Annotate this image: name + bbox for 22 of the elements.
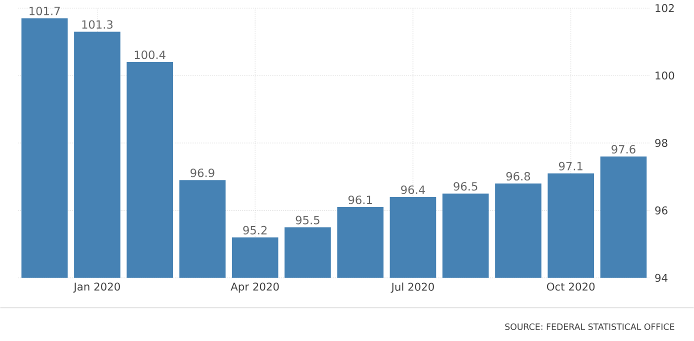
data-label: 96.5 <box>454 182 478 191</box>
x-tick-label: Apr 2020 <box>230 282 279 293</box>
x-tick-label: Jul 2020 <box>390 282 434 293</box>
y-tick-label: 102 <box>656 4 674 12</box>
data-label: 97.1 <box>558 162 582 171</box>
data-label: 96.4 <box>401 186 425 194</box>
x-tick-label: Oct 2020 <box>546 282 595 291</box>
data-label: 97.6 <box>612 145 636 154</box>
data-label: 96.9 <box>190 168 214 178</box>
data-label: 95.2 <box>243 226 267 235</box>
y-tick-label: 96 <box>655 206 668 215</box>
data-label: 101.3 <box>82 20 112 29</box>
data-label: 101.7 <box>30 6 60 16</box>
data-label: 95.5 <box>296 216 320 224</box>
data-label: 96.8 <box>506 172 530 181</box>
y-tick-label: 98 <box>655 139 668 148</box>
data-label: 96.1 <box>348 196 372 204</box>
source-note: SOURCE: FEDERAL STATISTICAL OFFICE <box>505 324 674 330</box>
x-tick-label: Jan 2020 <box>73 282 120 293</box>
y-tick-label: 94 <box>655 274 668 282</box>
data-label: 100.4 <box>134 50 166 60</box>
y-tick-label: 100 <box>656 72 674 80</box>
